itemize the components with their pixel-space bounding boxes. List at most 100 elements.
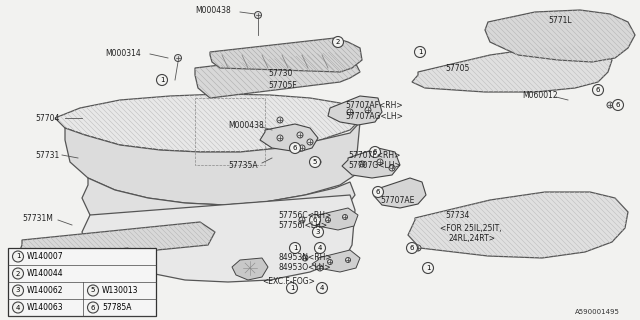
Text: W140062: W140062 — [27, 286, 63, 295]
Circle shape — [389, 165, 395, 171]
Text: 1: 1 — [160, 77, 164, 83]
Text: 57707AE: 57707AE — [380, 196, 414, 204]
Polygon shape — [412, 46, 612, 92]
Text: 3: 3 — [316, 229, 320, 235]
Circle shape — [317, 283, 328, 293]
Circle shape — [315, 229, 321, 235]
Text: 57705: 57705 — [445, 63, 469, 73]
Text: 1: 1 — [290, 285, 294, 291]
Polygon shape — [260, 124, 318, 152]
Polygon shape — [102, 248, 138, 272]
Circle shape — [13, 268, 24, 279]
Circle shape — [415, 245, 421, 251]
Text: W130013: W130013 — [102, 286, 138, 295]
Polygon shape — [408, 192, 628, 258]
Circle shape — [157, 75, 168, 85]
Circle shape — [417, 49, 424, 55]
Circle shape — [415, 46, 426, 58]
Circle shape — [289, 142, 301, 154]
Text: 6: 6 — [292, 145, 297, 151]
Text: M000438: M000438 — [228, 121, 264, 130]
Text: 6: 6 — [596, 87, 600, 93]
Text: M000314: M000314 — [105, 49, 141, 58]
Polygon shape — [55, 94, 360, 152]
Text: 6: 6 — [616, 102, 620, 108]
Circle shape — [88, 285, 99, 296]
Circle shape — [377, 159, 383, 165]
Text: 24RL,24RT>: 24RL,24RT> — [448, 234, 495, 243]
Polygon shape — [342, 148, 400, 178]
Text: M060012: M060012 — [522, 91, 557, 100]
Circle shape — [13, 302, 24, 313]
Circle shape — [607, 102, 613, 108]
Text: 5771L: 5771L — [548, 15, 572, 25]
Text: W140007: W140007 — [27, 252, 63, 261]
Text: 57707F<RH>: 57707F<RH> — [348, 150, 401, 159]
Text: 84953O<LH>: 84953O<LH> — [278, 263, 331, 273]
Text: 57707AG<LH>: 57707AG<LH> — [345, 111, 403, 121]
Polygon shape — [485, 10, 635, 62]
Polygon shape — [232, 258, 268, 280]
Text: W140063: W140063 — [27, 303, 63, 312]
Polygon shape — [82, 178, 355, 248]
FancyBboxPatch shape — [8, 248, 156, 316]
Text: 57704: 57704 — [35, 114, 60, 123]
Text: 57756I<LH>: 57756I<LH> — [278, 220, 327, 229]
Circle shape — [289, 285, 295, 291]
Polygon shape — [195, 52, 360, 98]
Circle shape — [593, 84, 604, 95]
Text: 3: 3 — [16, 287, 20, 293]
Circle shape — [255, 12, 262, 19]
Circle shape — [369, 147, 381, 157]
Circle shape — [326, 218, 330, 222]
Text: 57731M: 57731M — [22, 213, 53, 222]
Circle shape — [595, 87, 601, 93]
Text: <EXC.F-FOG>: <EXC.F-FOG> — [262, 277, 315, 286]
Circle shape — [342, 214, 348, 220]
Text: 4: 4 — [16, 305, 20, 310]
Polygon shape — [312, 250, 360, 272]
Text: 84953N<RH>: 84953N<RH> — [278, 253, 332, 262]
Circle shape — [310, 156, 321, 167]
Text: 57705F: 57705F — [268, 81, 297, 90]
Circle shape — [328, 260, 333, 265]
Circle shape — [315, 159, 321, 165]
Text: 57730: 57730 — [268, 68, 292, 77]
Polygon shape — [374, 178, 426, 208]
Circle shape — [333, 36, 344, 47]
Text: 6: 6 — [410, 245, 414, 251]
Text: W140044: W140044 — [27, 269, 63, 278]
Circle shape — [365, 107, 371, 113]
Text: 1: 1 — [292, 245, 297, 251]
Text: 4: 4 — [320, 285, 324, 291]
Circle shape — [372, 187, 383, 197]
Circle shape — [314, 243, 326, 253]
Text: 57731: 57731 — [35, 150, 60, 159]
Circle shape — [175, 54, 182, 61]
Circle shape — [359, 161, 365, 167]
Circle shape — [159, 76, 166, 84]
Circle shape — [88, 302, 99, 313]
Text: 6: 6 — [313, 217, 317, 223]
Text: 6: 6 — [91, 305, 95, 310]
Circle shape — [317, 265, 323, 271]
Circle shape — [612, 100, 623, 110]
Text: 5: 5 — [91, 287, 95, 293]
Text: 57735A: 57735A — [228, 161, 258, 170]
Circle shape — [422, 262, 433, 274]
Polygon shape — [328, 96, 382, 125]
Circle shape — [13, 251, 24, 262]
Text: 6: 6 — [372, 149, 377, 155]
Circle shape — [346, 258, 351, 262]
Text: 57756C<RH>: 57756C<RH> — [278, 211, 332, 220]
Circle shape — [277, 135, 283, 141]
Circle shape — [310, 214, 321, 226]
Circle shape — [307, 139, 313, 145]
Text: 1: 1 — [426, 265, 430, 271]
Text: 57734: 57734 — [445, 211, 469, 220]
Text: 2: 2 — [16, 270, 20, 276]
Circle shape — [287, 283, 298, 293]
Text: 4: 4 — [318, 245, 322, 251]
Circle shape — [299, 217, 305, 223]
Text: 57785A: 57785A — [102, 303, 131, 312]
